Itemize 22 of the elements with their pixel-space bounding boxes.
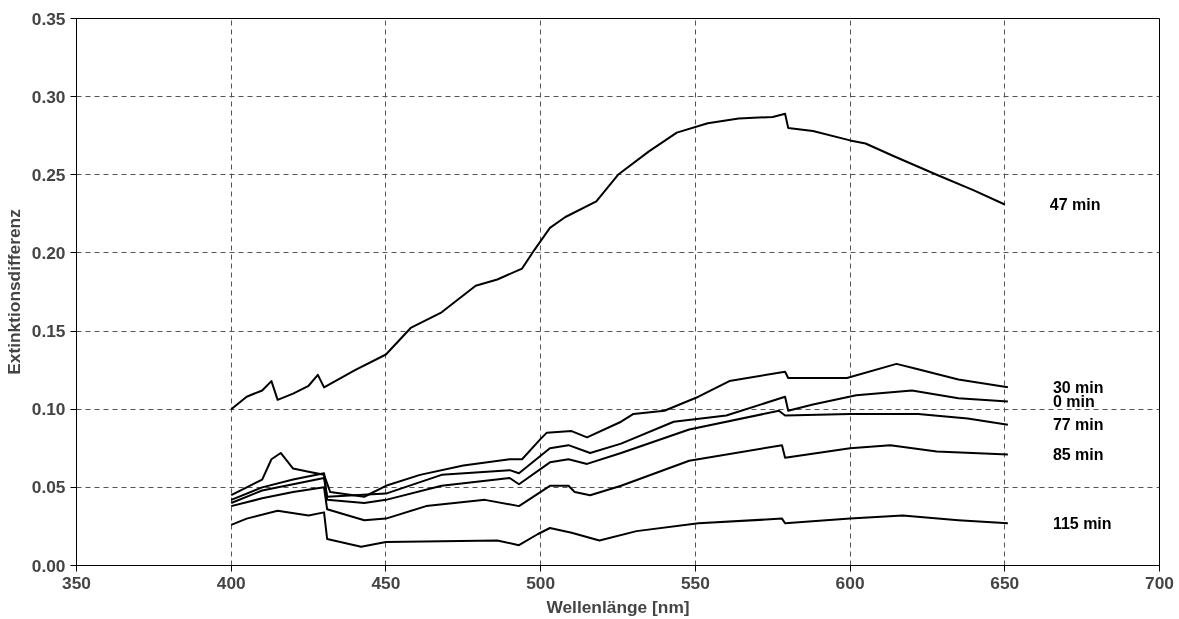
y-tick-label: 0.35 (31, 8, 66, 29)
x-tick-label: 450 (371, 572, 401, 593)
x-tick-label: 500 (526, 572, 556, 593)
text: 77 min (1052, 416, 1104, 434)
line-series (230, 509, 1009, 548)
x-tick-label: 400 (216, 572, 246, 593)
text: 47 min (1049, 195, 1101, 213)
x-tick-label: 550 (680, 572, 710, 593)
y-tick-label: 0.05 (31, 477, 66, 498)
y-tick-label: 0.10 (31, 399, 66, 420)
y-tick-label: 0.25 (31, 164, 66, 185)
y-tick-label: 0.30 (31, 86, 66, 107)
text: 85 min (1052, 446, 1104, 464)
x-tick-label: 700 (1145, 572, 1174, 593)
x-tick-label: 600 (835, 572, 865, 593)
y-tick-label: 0.20 (31, 242, 66, 263)
y-axis-title: Extinktionsdifferenz (3, 208, 24, 375)
line-series (230, 112, 1006, 411)
y-tick-label: 0.15 (31, 321, 66, 342)
x-axis-title: Wellenlänge [nm] (546, 596, 690, 617)
text: 115 min (1052, 514, 1112, 532)
x-tick-label: 650 (990, 572, 1020, 593)
